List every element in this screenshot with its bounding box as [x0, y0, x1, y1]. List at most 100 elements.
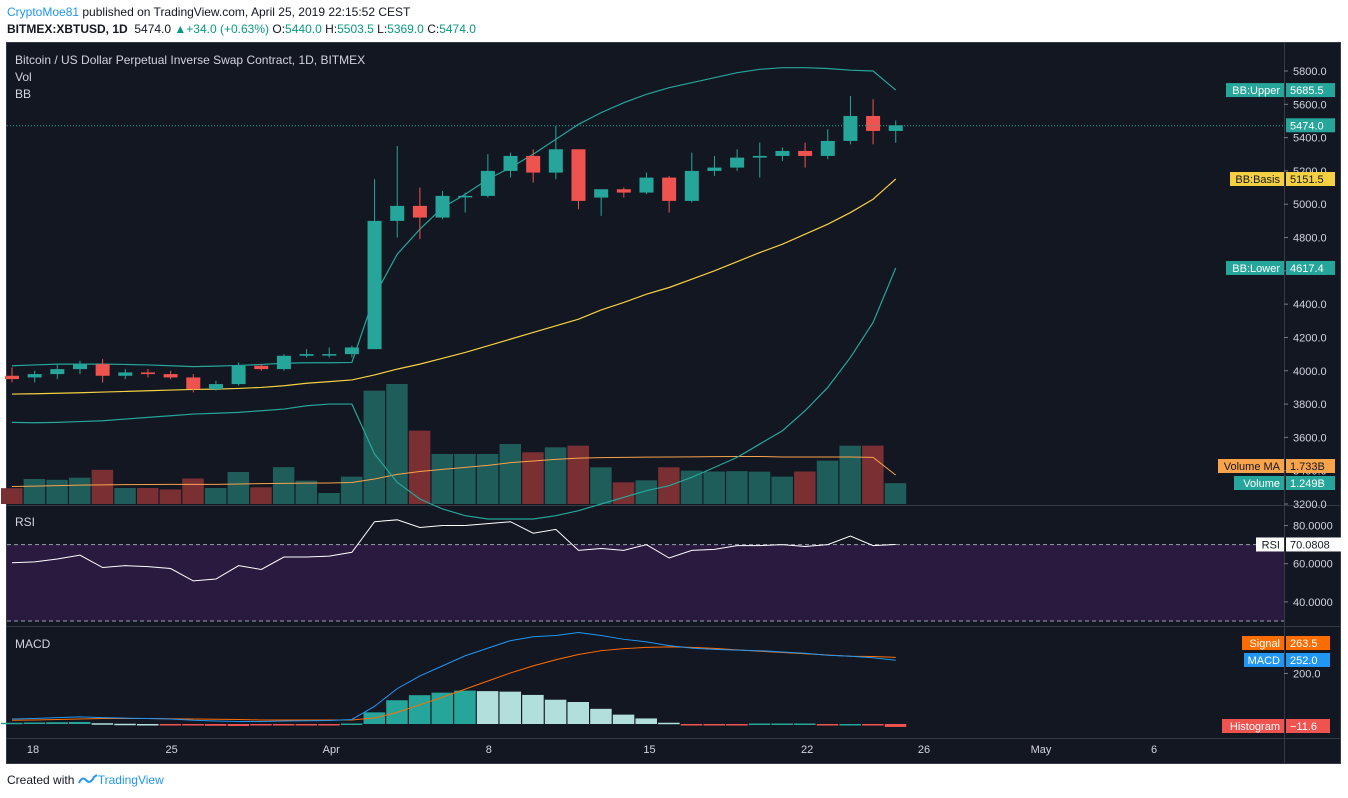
- author-link[interactable]: CryptoMoe81: [7, 5, 80, 19]
- bb-lower-line: [11, 267, 897, 520]
- price-tick-label: 3800.0: [1293, 399, 1327, 411]
- candle-body: [798, 150, 813, 156]
- volume-bar: [295, 480, 318, 504]
- volume-bar: [340, 476, 363, 504]
- rsi-band-background: [7, 544, 1284, 621]
- rsi-tick-label: 80.0000: [1293, 521, 1333, 533]
- volume-bar: [884, 483, 907, 504]
- rsi-tick-label: 60.0000: [1293, 559, 1333, 571]
- macd-histogram-bar: [272, 724, 295, 726]
- price-tick-label: 4800.0: [1293, 233, 1327, 245]
- volume-bar: [204, 488, 227, 504]
- time-tick-label: 8: [486, 744, 492, 756]
- candle-body: [5, 375, 19, 380]
- tradingview-logo-icon: [77, 774, 98, 784]
- price-tick-label: 5800.0: [1293, 66, 1327, 78]
- candle-body: [254, 365, 269, 370]
- bb-upper-label: BB:Upper: [1232, 85, 1280, 97]
- macd-histogram-bar: [612, 714, 635, 724]
- bb-basis-label-bg: [1230, 172, 1284, 187]
- candle-body: [730, 157, 745, 168]
- l-value: 5369.0: [387, 22, 424, 36]
- volume-bar: [680, 470, 703, 504]
- bb-indicator-label: BB: [15, 87, 31, 101]
- time-tick-label: 22: [801, 744, 813, 756]
- volume-bar: [476, 454, 499, 504]
- signal-value: 263.5: [1290, 638, 1318, 650]
- candle-body: [503, 155, 518, 171]
- candle-body: [118, 372, 133, 376]
- rsi-pane-title: RSI: [15, 515, 35, 529]
- macd-histogram-bar: [476, 691, 499, 724]
- candle-body: [775, 150, 790, 156]
- macd-histogram-bar: [567, 702, 589, 724]
- rsi-line: [11, 519, 896, 582]
- last-price: 5474.0: [134, 22, 172, 36]
- volume-ma-value-bg: [1286, 459, 1335, 473]
- volume-bar: [272, 467, 295, 504]
- candle-body: [707, 167, 722, 171]
- candle-body: [594, 189, 609, 198]
- bb-upper-value: 5685.5: [1290, 85, 1324, 97]
- bb-upper-line: [11, 67, 897, 368]
- h-label: H:: [325, 22, 338, 36]
- macd-histogram-bar: [295, 724, 318, 726]
- chart-frame[interactable]: [6, 42, 1341, 764]
- candle-body: [639, 177, 654, 193]
- bb-upper-value-bg: [1286, 83, 1335, 98]
- candle-body: [526, 155, 541, 173]
- macd-histogram-bar: [114, 723, 136, 726]
- candle-body: [208, 384, 223, 390]
- signal-label-bg: [1242, 636, 1284, 650]
- time-tick-label: Apr: [323, 744, 340, 756]
- rsi-label: RSI: [1262, 539, 1280, 551]
- histogram-label-bg: [1222, 719, 1284, 733]
- macd-pane-title: MACD: [15, 637, 51, 651]
- macd-histogram-bar: [839, 724, 861, 726]
- volume-bar: [454, 454, 476, 504]
- histogram-label: Histogram: [1230, 721, 1280, 733]
- volume-bar: [250, 487, 272, 504]
- macd-value: 252.0: [1290, 655, 1318, 667]
- volume-bar: [91, 469, 114, 504]
- macd-histogram-bar: [318, 724, 340, 726]
- volume-bar: [748, 471, 771, 504]
- volume-bar: [159, 489, 182, 504]
- volume-bar: [386, 384, 408, 504]
- candle-body: [27, 374, 42, 378]
- candle-body: [820, 140, 835, 156]
- macd-histogram-bar: [522, 694, 544, 724]
- bb-lower-label-bg: [1226, 260, 1284, 275]
- c-value: 5474.0: [439, 22, 476, 36]
- price-tick-label: 3600.0: [1293, 432, 1327, 444]
- macd-histogram-bar: [204, 724, 227, 726]
- volume-ma-value: 1.733B: [1290, 461, 1325, 473]
- price-tick-label: 4000.0: [1293, 366, 1327, 378]
- bb-basis-line: [11, 178, 897, 395]
- candle-body: [390, 205, 405, 221]
- h-value: 5503.5: [337, 22, 374, 36]
- volume-bar: [816, 460, 839, 504]
- bb-basis-value-bg: [1286, 172, 1335, 187]
- time-tick-label: 15: [643, 744, 655, 756]
- macd-histogram-bar: [680, 724, 703, 726]
- macd-histogram-bar: [544, 699, 567, 724]
- volume-bar: [136, 488, 159, 504]
- bb-basis-value: 5151.5: [1290, 174, 1324, 186]
- price-tick-label: 5000.0: [1293, 199, 1327, 211]
- macd-histogram-bar: [340, 723, 363, 725]
- candle-body: [344, 347, 359, 355]
- macd-histogram-bar: [454, 690, 476, 724]
- tradingview-brand[interactable]: TradingView: [97, 773, 164, 787]
- l-label: L:: [377, 22, 388, 36]
- macd-histogram-bar: [431, 692, 454, 724]
- volume-bar: [227, 472, 250, 504]
- macd-histogram-bar: [159, 724, 182, 726]
- ohlc-legend: BITMEX:XBTUSD, 1D 5474.0 ▲+34.0 (+0.63%)…: [7, 22, 476, 36]
- macd-histogram-bar: [227, 724, 250, 727]
- volume-bar: [68, 477, 91, 504]
- vol-indicator-label: Vol: [15, 70, 32, 84]
- volume-bar: [318, 493, 340, 504]
- candle-body: [662, 177, 677, 201]
